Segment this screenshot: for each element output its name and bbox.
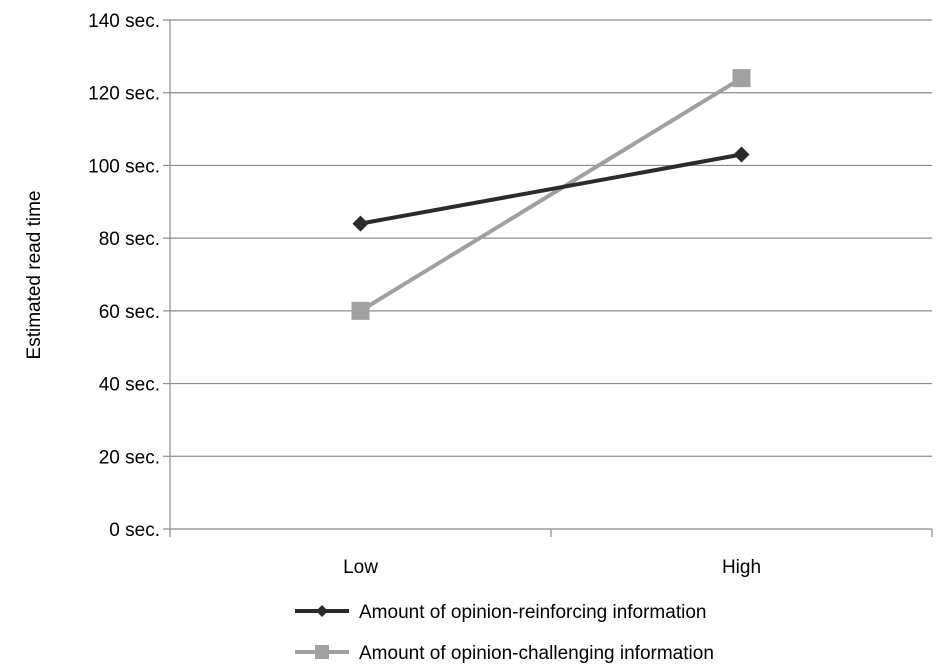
gridlines bbox=[170, 19, 932, 457]
y-tick-label: 80 sec. bbox=[99, 229, 160, 250]
y-tick-label: 20 sec. bbox=[99, 447, 160, 468]
series-1 bbox=[352, 146, 750, 232]
y-tick-label: 60 sec. bbox=[99, 302, 160, 323]
legend: Amount of opinion-reinforcing informatio… bbox=[295, 602, 714, 664]
x-tick-label: Low bbox=[343, 557, 378, 578]
y-tick-label: 140 sec. bbox=[88, 11, 160, 32]
legend-item: Amount of opinion-reinforcing informatio… bbox=[295, 602, 706, 623]
legend-item: Amount of opinion-challenging informatio… bbox=[295, 643, 714, 664]
y-tick-label: 120 sec. bbox=[88, 84, 160, 105]
y-tick-label: 0 sec. bbox=[109, 520, 160, 541]
series-line bbox=[360, 152, 742, 226]
series bbox=[351, 69, 751, 320]
data-point bbox=[352, 215, 369, 232]
legend-marker bbox=[315, 645, 329, 659]
legend-label: Amount of opinion-reinforcing informatio… bbox=[359, 602, 706, 623]
y-tick-label: 100 sec. bbox=[88, 156, 160, 177]
y-tick-label: 40 sec. bbox=[99, 375, 160, 396]
data-point bbox=[733, 146, 750, 163]
data-point bbox=[732, 69, 751, 88]
tick-labels: 0 sec. 20 sec. 40 sec. 60 sec. 80 sec. 100 se… bbox=[88, 11, 761, 578]
legend-label: Amount of opinion-challenging informatio… bbox=[359, 643, 714, 664]
legend-marker bbox=[316, 605, 328, 617]
axes bbox=[163, 19, 933, 537]
series-2 bbox=[351, 69, 751, 320]
x-tick-label: High bbox=[722, 557, 761, 578]
data-point bbox=[351, 301, 370, 320]
y-axis-title: Estimated read time bbox=[24, 191, 45, 360]
series-line bbox=[359, 76, 743, 313]
